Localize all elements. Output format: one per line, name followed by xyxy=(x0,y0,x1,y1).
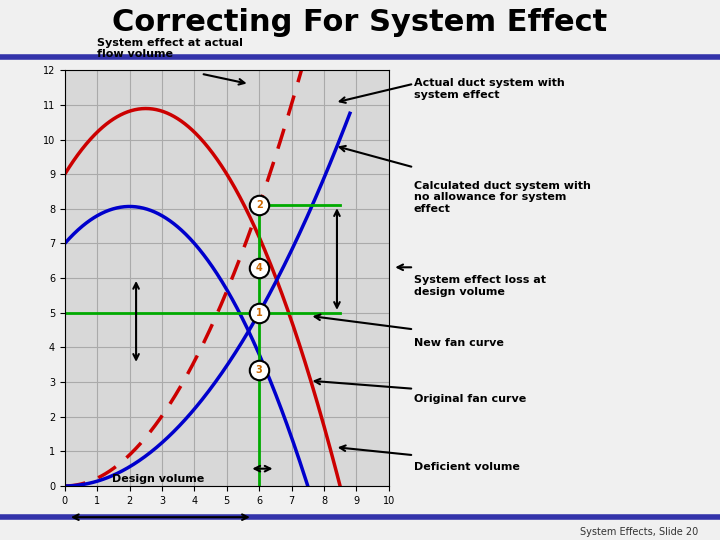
Text: Deficient volume: Deficient volume xyxy=(414,462,520,472)
Text: Calculated duct system with
no allowance for system
effect: Calculated duct system with no allowance… xyxy=(414,181,591,214)
Text: Actual duct system with
system effect: Actual duct system with system effect xyxy=(414,78,564,100)
Text: System Effects, Slide 20: System Effects, Slide 20 xyxy=(580,527,698,537)
Text: Correcting For System Effect: Correcting For System Effect xyxy=(112,8,608,37)
Text: 2: 2 xyxy=(256,200,263,211)
Text: Original fan curve: Original fan curve xyxy=(414,394,526,404)
Text: New fan curve: New fan curve xyxy=(414,338,504,348)
Text: 3: 3 xyxy=(256,365,263,375)
Text: 4: 4 xyxy=(256,262,263,273)
Text: 1: 1 xyxy=(256,308,263,318)
Text: Design volume: Design volume xyxy=(112,474,204,484)
Text: System effect loss at
design volume: System effect loss at design volume xyxy=(414,275,546,297)
Text: System effect at actual
flow volume: System effect at actual flow volume xyxy=(97,38,243,59)
